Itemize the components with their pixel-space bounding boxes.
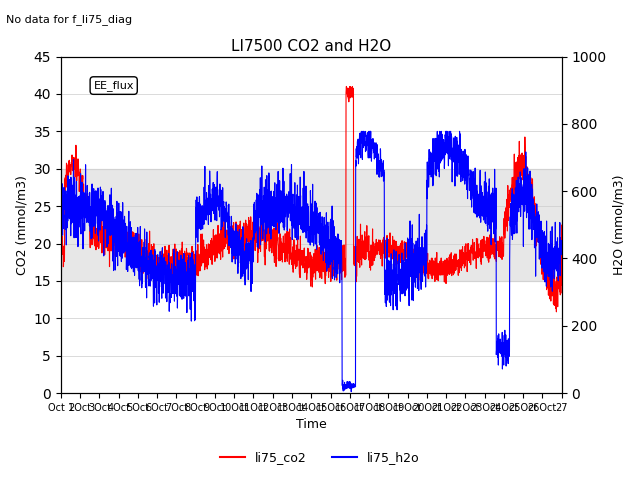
Title: LI7500 CO2 and H2O: LI7500 CO2 and H2O xyxy=(231,39,392,54)
Bar xyxy=(61,169,561,281)
Y-axis label: CO2 (mmol/m3): CO2 (mmol/m3) xyxy=(15,175,28,275)
Text: No data for f_li75_diag: No data for f_li75_diag xyxy=(6,14,132,25)
X-axis label: Time: Time xyxy=(296,419,326,432)
Legend: li75_co2, li75_h2o: li75_co2, li75_h2o xyxy=(215,446,425,469)
Text: EE_flux: EE_flux xyxy=(93,80,134,91)
Y-axis label: H2O (mmol/m3): H2O (mmol/m3) xyxy=(612,175,625,275)
